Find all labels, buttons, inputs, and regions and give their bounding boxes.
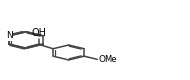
Text: N: N [6, 31, 12, 40]
Text: OH: OH [31, 28, 46, 38]
Text: Me: Me [105, 55, 117, 64]
Text: O: O [98, 55, 105, 64]
